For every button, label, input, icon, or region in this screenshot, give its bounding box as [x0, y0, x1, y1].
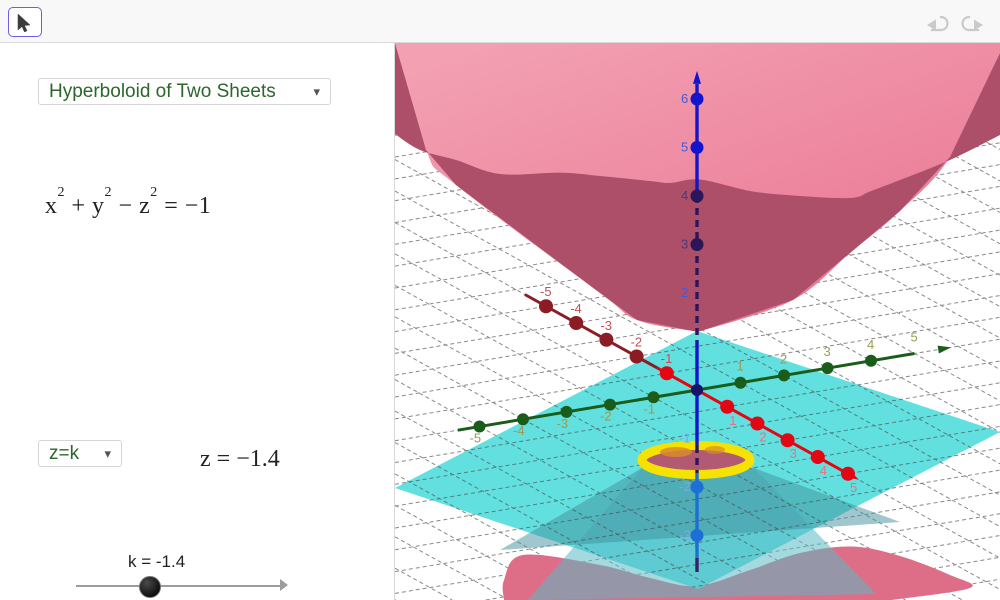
svg-text:-5: -5 — [470, 431, 482, 446]
svg-text:-2: -2 — [600, 409, 612, 424]
svg-text:-1: -1 — [644, 401, 656, 416]
svg-text:-5: -5 — [540, 284, 552, 299]
svg-text:2: 2 — [759, 430, 766, 445]
svg-text:2: 2 — [681, 285, 688, 300]
svg-text:-2: -2 — [631, 335, 643, 350]
svg-text:5: 5 — [850, 480, 857, 495]
svg-text:3: 3 — [790, 446, 797, 461]
svg-text:1: 1 — [729, 413, 736, 428]
svg-text:-1: -1 — [679, 431, 691, 446]
svg-text:3: 3 — [681, 237, 688, 252]
svg-text:1: 1 — [737, 359, 744, 374]
svg-text:4: 4 — [820, 463, 827, 478]
svg-text:-1: -1 — [661, 351, 673, 366]
svg-text:4: 4 — [681, 188, 688, 203]
svg-text:-4: -4 — [570, 301, 582, 316]
svg-text:2: 2 — [780, 351, 787, 366]
svg-text:5: 5 — [911, 330, 918, 345]
svg-text:-3: -3 — [679, 528, 691, 543]
svg-text:-4: -4 — [513, 423, 525, 438]
svg-text:5: 5 — [681, 140, 688, 155]
svg-text:3: 3 — [824, 344, 831, 359]
svg-text:-3: -3 — [600, 318, 612, 333]
svg-text:-3: -3 — [557, 416, 569, 431]
svg-text:4: 4 — [867, 337, 874, 352]
svg-text:-2: -2 — [679, 479, 691, 494]
svg-text:6: 6 — [681, 91, 688, 106]
